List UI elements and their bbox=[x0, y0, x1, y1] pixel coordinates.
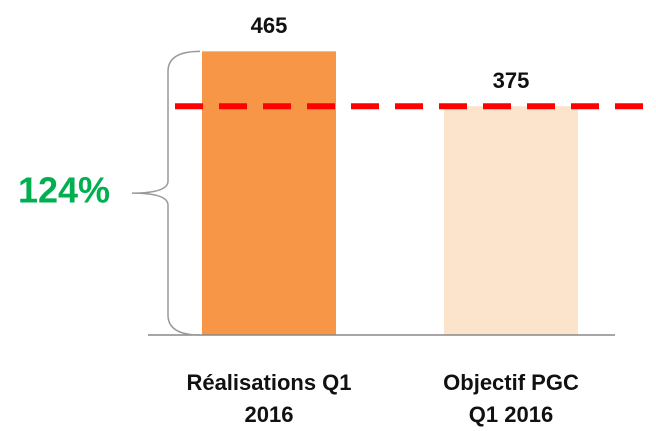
data-label: 465 bbox=[251, 13, 288, 38]
brace bbox=[131, 50, 201, 336]
bar bbox=[202, 51, 336, 335]
x-tick-label: Réalisations Q1 2016 bbox=[186, 370, 352, 427]
annotation: 124% bbox=[18, 170, 110, 211]
bar bbox=[444, 106, 578, 335]
x-tick-label: Objectif PGC Q1 2016 bbox=[443, 370, 579, 427]
data-label: 375 bbox=[493, 68, 530, 93]
